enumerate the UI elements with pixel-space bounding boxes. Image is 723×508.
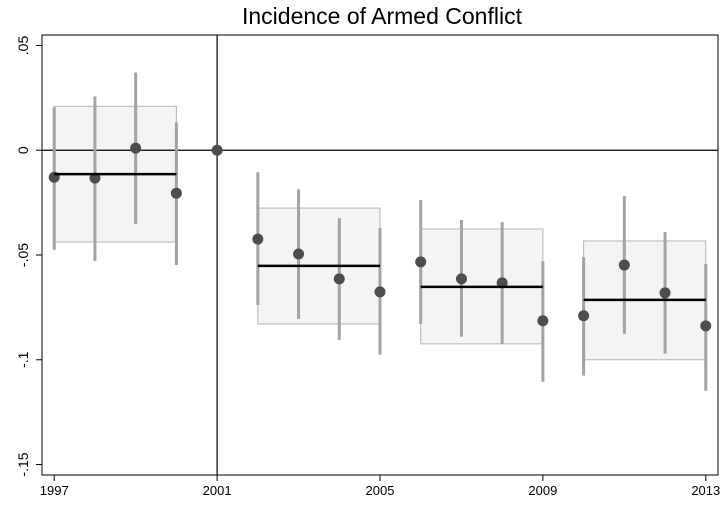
point bbox=[415, 256, 427, 268]
y-tick-label: -.05 bbox=[15, 243, 31, 267]
point bbox=[578, 310, 590, 322]
point bbox=[293, 248, 305, 260]
y-tick-label: -.1 bbox=[15, 351, 31, 368]
point bbox=[700, 320, 712, 332]
point bbox=[211, 144, 223, 156]
y-tick-label: -.15 bbox=[15, 452, 31, 476]
x-tick-label: 2013 bbox=[691, 483, 720, 498]
point bbox=[333, 273, 345, 285]
point bbox=[374, 286, 386, 298]
x-tick-label: 2005 bbox=[366, 483, 395, 498]
y-tick-label: 0 bbox=[15, 146, 31, 154]
point bbox=[537, 315, 549, 327]
x-tick-label: 2001 bbox=[203, 483, 232, 498]
x-tick-label: 2009 bbox=[528, 483, 557, 498]
chart-title: Incidence of Armed Conflict bbox=[242, 3, 523, 29]
y-tick-label: .05 bbox=[15, 36, 31, 56]
point bbox=[130, 142, 142, 154]
point bbox=[170, 187, 182, 199]
point bbox=[659, 287, 671, 299]
point bbox=[252, 233, 264, 245]
point bbox=[455, 273, 467, 285]
x-tick-label: 1997 bbox=[40, 483, 69, 498]
point bbox=[618, 259, 630, 271]
